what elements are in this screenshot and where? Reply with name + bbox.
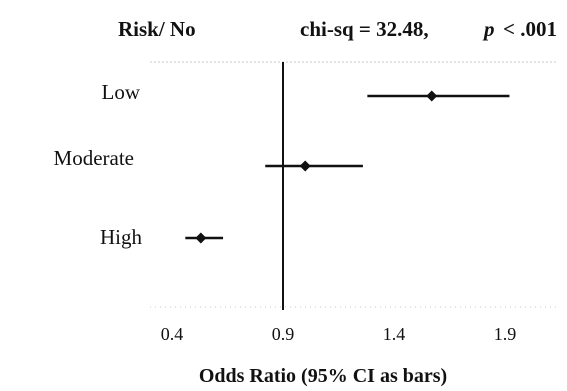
x-tick-label: 1.9 — [494, 324, 517, 344]
header-p-value: < .001 — [503, 17, 557, 41]
x-tick-label: 0.4 — [161, 324, 184, 344]
plot-rows — [185, 90, 510, 244]
x-axis-label: Odds Ratio (95% CI as bars) — [199, 365, 447, 387]
header-left: Risk/ No — [118, 17, 196, 41]
point-marker-low — [426, 90, 438, 102]
x-tick-label: 1.4 — [383, 324, 406, 344]
category-label-low: Low — [102, 80, 141, 104]
x-tick-label: 0.9 — [272, 324, 295, 344]
point-marker-moderate — [299, 160, 311, 172]
header-p-symbol: p — [482, 17, 495, 41]
category-label-moderate: Moderate — [54, 146, 134, 170]
category-label-high: High — [100, 225, 143, 249]
header-stat: chi-sq = 32.48, — [300, 17, 429, 41]
point-marker-high — [195, 232, 207, 244]
